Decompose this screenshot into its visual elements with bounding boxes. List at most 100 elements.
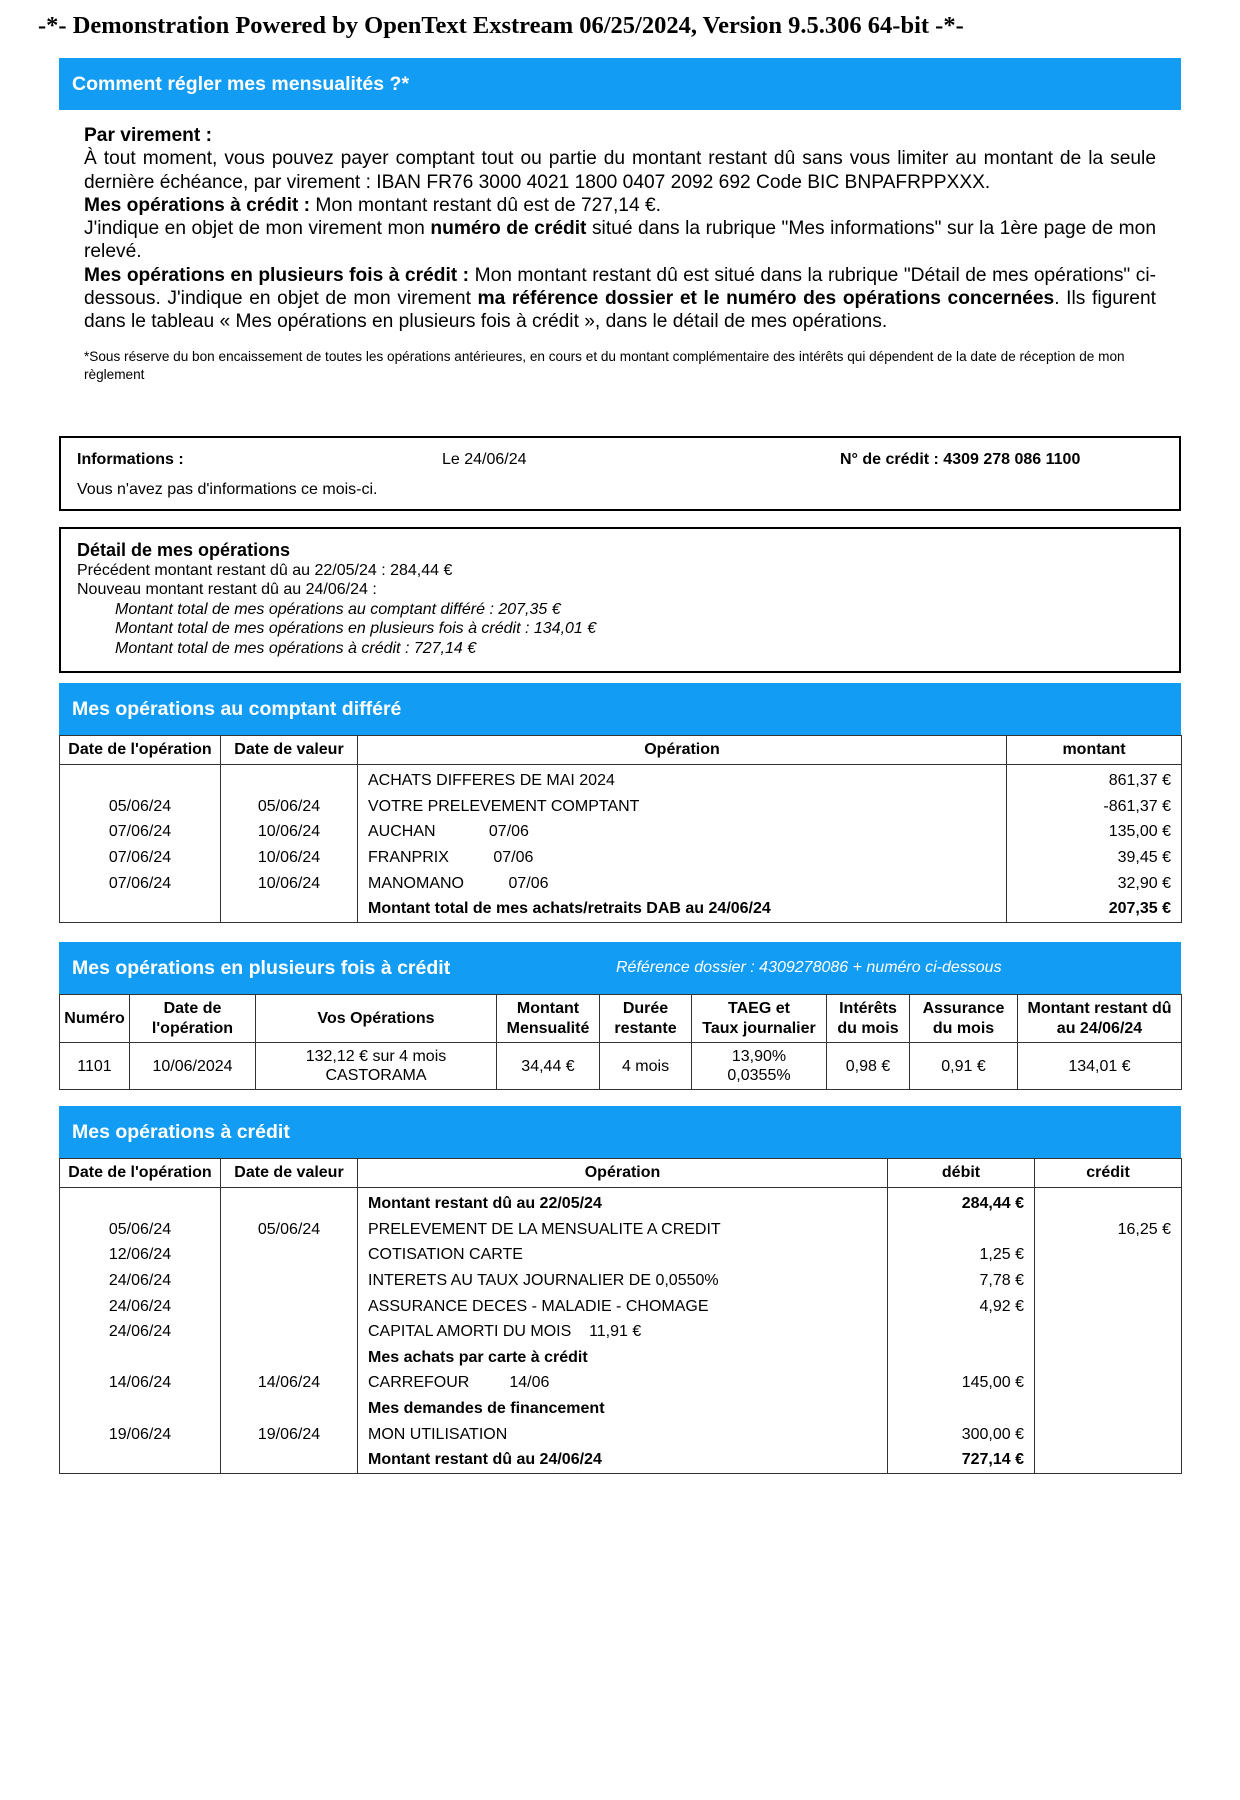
detail-total: Montant total de mes opérations en plusi… xyxy=(115,620,597,637)
cell: 135,00 € xyxy=(1006,819,1182,846)
paragraph: J'indique en objet de mon virement mon n… xyxy=(84,217,1156,264)
column-header: Date de l'opération xyxy=(59,735,221,765)
cell: 4,92 € xyxy=(887,1293,1035,1320)
column-header: Assurance du mois xyxy=(909,994,1018,1043)
row: 05/06/24 05/06/24 PRELEVEMENT DE LA MENSUA… xyxy=(59,1217,1182,1243)
cell: 19/06/24 xyxy=(220,1421,358,1448)
cell: 134,01 € xyxy=(1017,1042,1182,1090)
cell xyxy=(220,1293,358,1320)
payment-section: Comment régler mes mensualités ?* Par vi… xyxy=(59,58,1181,384)
detail-box: Détail de mes opérations Précédent monta… xyxy=(59,527,1181,673)
cell: ASSURANCE DECES - MALADIE - CHOMAGE xyxy=(357,1293,888,1320)
detail-line: Précédent montant restant dû au 22/05/24… xyxy=(77,561,453,579)
cell: 14/06/24 xyxy=(59,1370,221,1397)
table: Numéro Date de l'opération Vos Opérations M… xyxy=(59,994,1182,1090)
total-row: Montant restant dû au 24/06/24 727,14 € xyxy=(59,1447,1182,1475)
row: 24/06/24 INTERETS AU TAUX JOURNALIER DE 0… xyxy=(59,1268,1182,1294)
table: Date de l'opération Date de valeur Opérati… xyxy=(59,735,1182,924)
cell xyxy=(1034,1242,1182,1269)
cell: 07/06/24 xyxy=(59,870,221,897)
column-header: Intérêts du mois xyxy=(826,994,910,1043)
cell: 24/06/24 xyxy=(59,1268,221,1294)
section-title-text: Mes opérations au comptant différé xyxy=(72,698,402,720)
column-header: Montant Mensualité xyxy=(496,994,600,1043)
header-row: Date de l'opération Date de valeur Opérati… xyxy=(59,735,1182,765)
cell xyxy=(887,1217,1035,1243)
total-row: Mes achats par carte à crédit xyxy=(59,1345,1182,1371)
cell: 284,44 € xyxy=(887,1187,1035,1218)
info-message: Vous n'avez pas d'informations ce mois-c… xyxy=(77,481,378,498)
payment-title: Comment régler mes mensualités ?* xyxy=(59,58,1181,110)
cell: 727,14 € xyxy=(887,1447,1035,1475)
cell xyxy=(59,896,221,924)
section-title: Mes opérations au comptant différé xyxy=(59,683,1181,735)
column-header: montant xyxy=(1006,735,1182,765)
header-row: Date de l'opération Date de valeur Opérati… xyxy=(59,1158,1182,1188)
text: J'indique en objet de mon virement mon xyxy=(84,218,431,240)
cell: 34,44 € xyxy=(496,1042,600,1090)
cell: -861,37 € xyxy=(1006,794,1182,820)
cell: 12/06/24 xyxy=(59,1242,221,1269)
text: . Ils figurent dans le tableau « Mes opé… xyxy=(84,288,1156,333)
cell: VOTRE PRELEVEMENT COMPTANT xyxy=(357,794,1007,820)
cell: CAPITAL AMORTI DU MOIS 11,91 € xyxy=(357,1319,888,1346)
bold-text: Mes opérations à crédit : xyxy=(84,194,311,216)
cell: 1,25 € xyxy=(887,1242,1035,1269)
cell: FRANPRIX 07/06 xyxy=(357,845,1007,871)
paragraph: Par virement : xyxy=(84,124,1156,147)
cell xyxy=(1034,1319,1182,1346)
cell: 05/06/24 xyxy=(59,1217,221,1243)
installments-section: Mes opérations en plusieurs fois à crédi… xyxy=(59,942,1182,1090)
cell xyxy=(59,1447,221,1475)
column-header: Opération xyxy=(357,1158,888,1188)
detail-title: Détail de mes opérations xyxy=(77,540,291,560)
bold-text: numéro de crédit xyxy=(430,218,587,240)
column-header: Numéro xyxy=(59,994,130,1043)
payment-text: Par virement :À tout moment, vous pouvez… xyxy=(59,110,1181,334)
cell: MON UTILISATION xyxy=(357,1421,888,1448)
total-row: Mes demandes de financement xyxy=(59,1396,1182,1422)
cell: 07/06/24 xyxy=(59,845,221,871)
section-title: Mes opérations en plusieurs fois à crédi… xyxy=(59,942,1181,994)
column-header: Durée restante xyxy=(599,994,692,1043)
total-row: Montant restant dû au 22/05/24 284,44 € xyxy=(59,1187,1182,1218)
column-header: Opération xyxy=(357,735,1007,765)
cell xyxy=(887,1396,1035,1422)
cell: CARREFOUR 14/06 xyxy=(357,1370,888,1397)
cell: 39,45 € xyxy=(1006,845,1182,871)
info-date: Le 24/06/24 xyxy=(442,451,527,468)
cell: ACHATS DIFFERES DE MAI 2024 xyxy=(357,764,1007,795)
text: Mon montant restant dû est de 727,14 €. xyxy=(310,194,661,216)
cell xyxy=(1034,1345,1182,1371)
cell: PRELEVEMENT DE LA MENSUALITE A CREDIT xyxy=(357,1217,888,1243)
column-header: Date de valeur xyxy=(220,1158,358,1188)
row: 1101 10/06/2024 132,12 € sur 4 mois CASTOR… xyxy=(59,1042,1182,1090)
column-header: Montant restant dû au 24/06/24 xyxy=(1017,994,1182,1043)
row: 07/06/24 10/06/24 AUCHAN 07/06 135,00 € xyxy=(59,819,1182,846)
text: À tout moment, vous pouvez payer comptan… xyxy=(84,148,1156,193)
cell: 05/06/24 xyxy=(220,794,358,820)
table-body: Montant restant dû au 22/05/24 284,44 €05… xyxy=(59,1187,1182,1475)
cell: Mes achats par carte à crédit xyxy=(357,1345,888,1371)
cell xyxy=(59,1187,221,1218)
cell xyxy=(1034,1293,1182,1320)
paragraph: À tout moment, vous pouvez payer comptan… xyxy=(84,147,1156,194)
cell: 300,00 € xyxy=(887,1421,1035,1448)
detail-total: Montant total de mes opérations au compt… xyxy=(115,600,561,618)
cell xyxy=(220,1268,358,1294)
table-head: Date de l'opération Date de valeur Opérati… xyxy=(59,1158,1182,1188)
cell: COTISATION CARTE xyxy=(357,1242,888,1269)
cell: 10/06/2024 xyxy=(129,1042,256,1090)
cell xyxy=(220,1447,358,1475)
cell xyxy=(59,764,221,795)
row: 24/06/24 CAPITAL AMORTI DU MOIS 11,91 € xyxy=(59,1319,1182,1346)
cell xyxy=(220,1396,358,1422)
cell: Montant restant dû au 24/06/24 xyxy=(357,1447,888,1475)
section-title-text: Mes opérations en plusieurs fois à crédi… xyxy=(72,957,451,979)
cell xyxy=(220,896,358,924)
cell xyxy=(1034,1268,1182,1294)
total-row: Montant total de mes achats/retraits DAB… xyxy=(59,896,1182,924)
cell: 07/06/24 xyxy=(59,819,221,846)
row: 24/06/24 ASSURANCE DECES - MALADIE - CHOM… xyxy=(59,1293,1182,1320)
